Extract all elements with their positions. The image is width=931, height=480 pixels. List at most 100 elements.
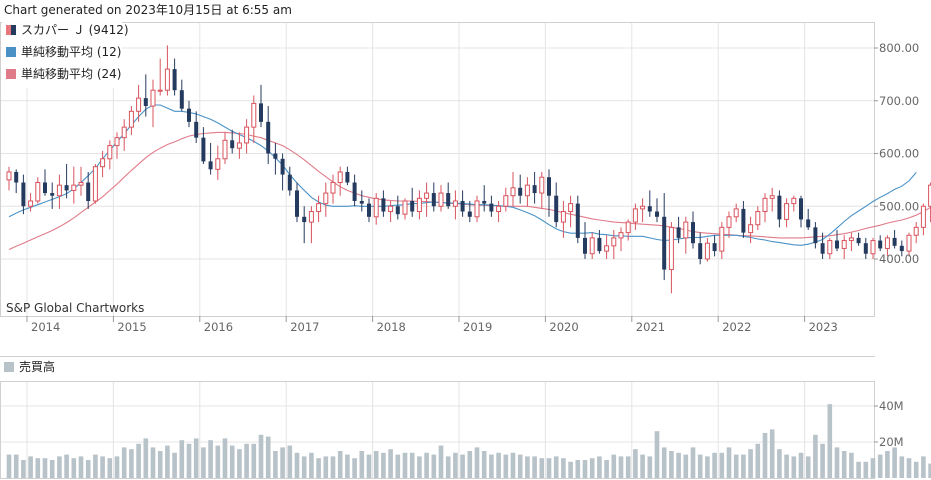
candle-up — [244, 119, 250, 154]
candle-body — [164, 68, 170, 91]
candle-up — [920, 203, 926, 236]
candle-body — [100, 158, 106, 168]
candle-down — [518, 174, 523, 204]
volume-bar — [352, 458, 357, 478]
candle-body — [878, 240, 883, 249]
price-gridlines — [0, 22, 874, 478]
volume-bar — [582, 460, 588, 478]
volume-bar — [417, 456, 422, 478]
year-tick-label: 2023 — [809, 320, 838, 334]
volume-bar — [640, 454, 645, 478]
candle-body — [777, 195, 782, 220]
candle-body — [6, 171, 12, 181]
legend-label-ma12: 単純移動平均 (12) — [21, 45, 122, 59]
volume-bar — [208, 440, 213, 478]
candle-body — [863, 243, 868, 254]
candle-up — [56, 174, 62, 209]
candle-down — [691, 211, 695, 249]
volume-bar — [604, 460, 609, 478]
legend-item-ma12[interactable]: 単純移動平均 (12) — [6, 42, 121, 62]
candle-body — [625, 221, 631, 234]
volume-panel-frame — [0, 356, 875, 479]
candle-body — [547, 177, 551, 196]
year-tick-label: 2014 — [31, 320, 60, 334]
volume-bar — [237, 449, 242, 478]
chart-legend: スカパー Ｊ (9412) 単純移動平均 (12) 単純移動平均 (24) — [2, 18, 129, 88]
volume-tick-label: 20M — [879, 435, 904, 449]
candle-up — [71, 166, 77, 204]
candle-up — [496, 200, 502, 223]
candle-body — [820, 243, 825, 254]
candle-up — [913, 222, 919, 244]
volume-bar — [589, 458, 595, 478]
volume-bar — [424, 452, 429, 478]
candle-up — [316, 195, 322, 223]
candle-body — [128, 110, 134, 128]
candle-body — [906, 234, 912, 252]
candle-body — [259, 103, 263, 122]
candle-down — [712, 235, 717, 257]
candle-body — [71, 184, 77, 191]
volume-bar — [93, 454, 98, 478]
candle-body — [236, 142, 242, 149]
volume-bar — [287, 445, 293, 478]
legend-item-price[interactable]: スカパー Ｊ (9412) — [6, 20, 129, 40]
candle-body — [712, 243, 717, 252]
volume-bar — [683, 454, 689, 478]
legend-swatch-price — [6, 25, 16, 35]
candle-up — [35, 177, 41, 204]
volume-bar — [49, 460, 55, 478]
volume-bar — [748, 449, 753, 478]
candle-body — [806, 219, 811, 228]
candle-up — [755, 206, 761, 230]
volume-bar — [625, 456, 631, 478]
volume-bar — [863, 461, 869, 478]
volume-bar — [705, 456, 710, 478]
volume-bar — [553, 456, 559, 478]
candle-body — [597, 237, 602, 252]
candle-up — [323, 182, 329, 217]
volume-bar — [561, 458, 566, 478]
volume-bar — [71, 458, 77, 478]
candle-up — [330, 174, 336, 204]
volume-bar — [345, 454, 350, 478]
candle-down — [43, 169, 47, 196]
candle-body — [446, 193, 451, 207]
volume-bar — [755, 443, 761, 478]
volume-bar — [179, 440, 185, 478]
candle-up — [683, 216, 689, 254]
candle-body — [157, 89, 163, 92]
volume-y-axis: 20M 40M — [874, 399, 904, 449]
candle-down — [201, 127, 206, 165]
volume-tick-label: 40M — [879, 399, 904, 413]
candle-body — [373, 197, 379, 218]
candle-up — [870, 237, 876, 259]
volume-bar — [892, 447, 897, 478]
legend-label-price: スカパー Ｊ (9412) — [21, 23, 129, 37]
candle-body — [618, 232, 624, 239]
volume-bar — [697, 454, 703, 478]
volume-bar — [719, 452, 725, 478]
legend-item-ma24[interactable]: 単純移動平均 (24) — [6, 64, 121, 84]
candle-down — [431, 182, 436, 212]
candle-body — [92, 166, 98, 202]
candle-down — [799, 195, 803, 228]
candle-body — [208, 161, 213, 170]
candle-body — [179, 90, 184, 109]
volume-bar — [777, 449, 782, 478]
candle-body — [662, 216, 667, 270]
candle-up — [388, 200, 394, 223]
volume-bar — [849, 452, 854, 478]
candle-down — [899, 240, 904, 257]
candle-up — [704, 237, 710, 262]
volume-bar — [381, 452, 386, 478]
candle-body — [589, 237, 595, 255]
volume-bar — [150, 447, 156, 478]
volume-bar — [726, 447, 732, 478]
candle-up — [668, 222, 674, 294]
volume-bar — [611, 454, 617, 478]
candle-up — [424, 182, 430, 217]
volume-bar — [258, 434, 264, 478]
candle-up — [560, 200, 566, 238]
volume-bar — [661, 447, 667, 478]
